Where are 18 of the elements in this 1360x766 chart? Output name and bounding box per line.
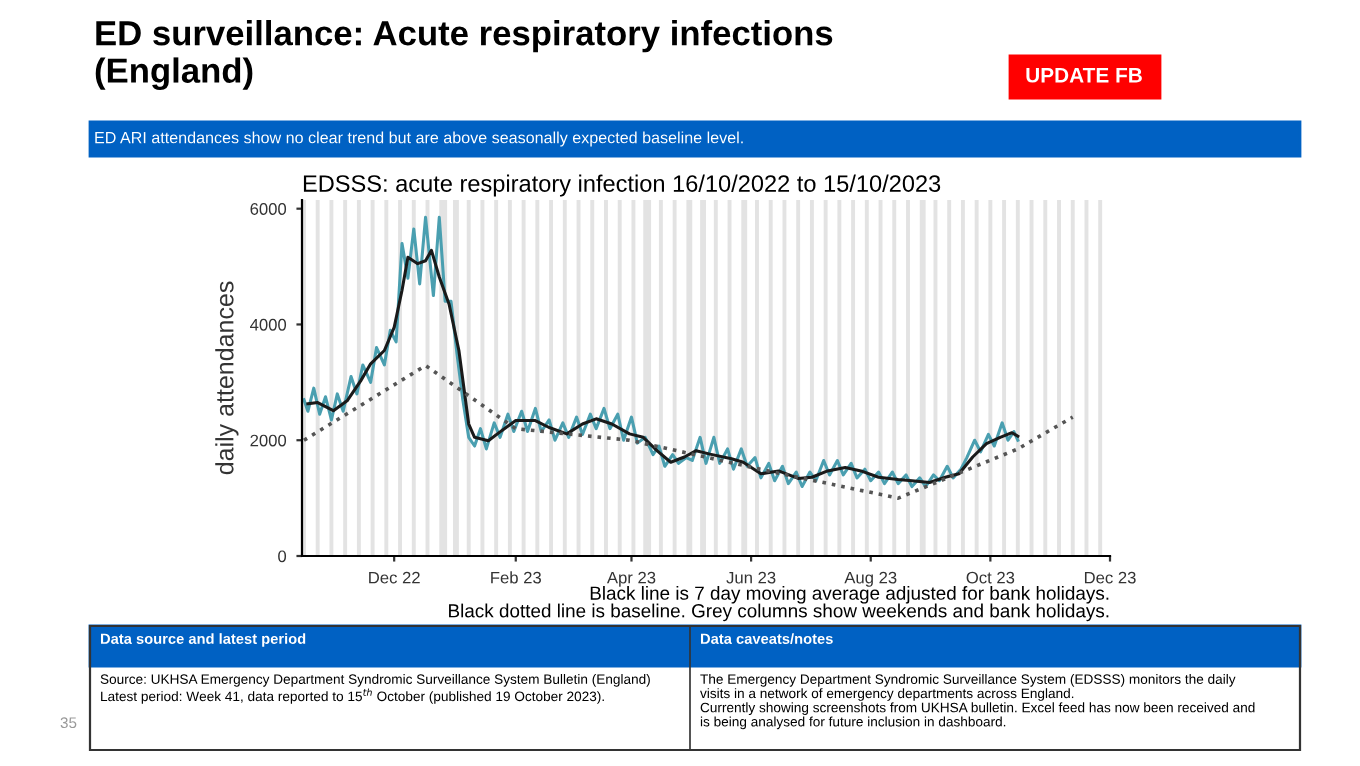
y-tick-label: 2000 [250,434,287,447]
chart-title: EDSSS: acute respiratory infection 16/10/2022 to 15/10/2023 [303,174,941,197]
x-tick-label: Apr 23 [606,571,656,587]
text: UPDATE FB [1026,68,1142,83]
x-tick-label: Dec 22 [369,571,420,584]
y-tick-label: 6000 [250,203,287,215]
text: ED surveillance: Acute respiratory infections (England) [95,20,833,90]
y-tick-label: 4000 [250,318,287,331]
x-tick-label: Oct 23 [966,571,1015,584]
text: Black line is 7 day moving average adjusted for bank holidays. Black dotted line is baseline. Grey columns show weekends and bank holidays. [449,586,1109,622]
text: ED ARI attendances show no clear trend but are above seasonally expected baseline level. [95,131,743,147]
x-tick-label: Feb 23 [491,571,541,584]
x-tick-label: Dec 23 [1084,571,1136,584]
y-tick-label: 0 [278,550,287,563]
y-axis-title: daily attendances [215,281,239,475]
x-tick-label: Aug 23 [844,571,897,587]
x-tick-label: Jun 23 [726,571,776,584]
line-series [302,363,1075,500]
